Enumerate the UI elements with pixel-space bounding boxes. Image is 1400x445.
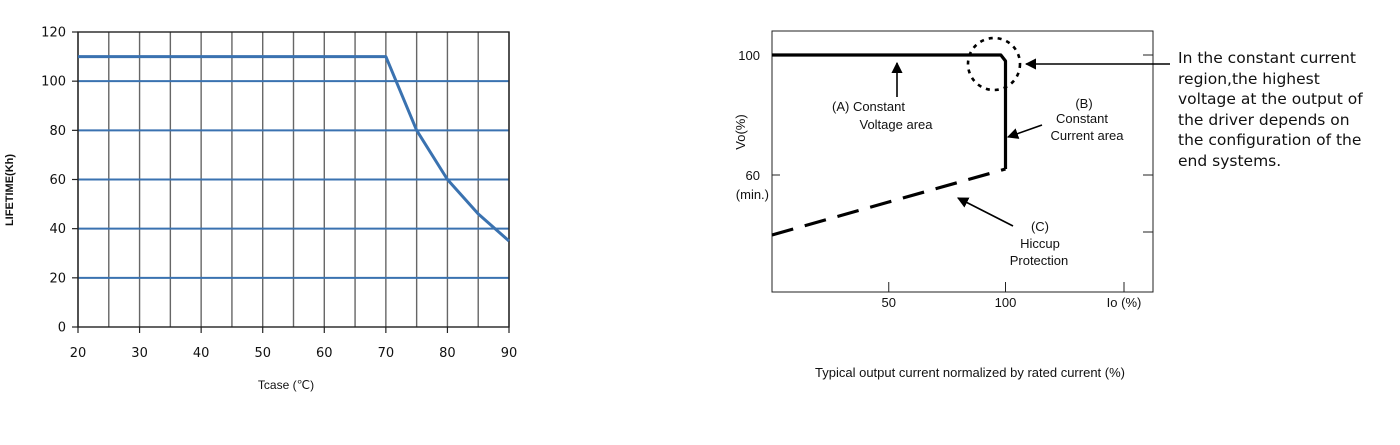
y-tick-label: 100 <box>738 48 760 63</box>
y-axis-label: LIFETIME(Kh) <box>4 154 16 226</box>
y-tick-label: 40 <box>49 222 66 237</box>
x-tick-label: 30 <box>131 346 148 361</box>
note-line: the driver depends on <box>1178 110 1350 129</box>
x-tick-label: 70 <box>378 346 395 361</box>
annotation-b-line3: Current area <box>1051 128 1125 143</box>
x-axis-label: Tcase (℃) <box>258 378 314 392</box>
x-tick-label: 40 <box>193 346 210 361</box>
x-axis-label: Typical output current normalized by rat… <box>815 365 1125 380</box>
annotation-b-line2: Constant <box>1056 111 1108 126</box>
hiccup-series-line <box>771 167 1006 237</box>
y-tick-label: 60 <box>746 168 760 183</box>
y-tick-label: 120 <box>41 26 66 41</box>
arrow-c <box>957 197 1014 227</box>
y-tick-label: 80 <box>49 124 66 139</box>
vi-characteristic-chart: 60 100 (min.) Vo(%) 50 100 Io (%) (A) Constant V… <box>733 30 1170 380</box>
y-tick-label: 20 <box>49 271 66 286</box>
x-tick-label: 100 <box>995 295 1017 310</box>
annotation-a-line2: Voltage area <box>859 117 933 132</box>
y-tick-label: 0 <box>58 321 66 336</box>
x-tick-label: 60 <box>316 346 333 361</box>
plot-frame <box>771 30 1154 293</box>
arrow-b <box>1006 124 1043 139</box>
x-tick-label: 50 <box>882 295 896 310</box>
annotation-b-line1: (B) <box>1075 96 1092 111</box>
x-tick-label: 20 <box>70 346 87 361</box>
annotation-c-line3: Protection <box>1010 253 1069 268</box>
annotation-c-line1: (C) <box>1031 219 1049 234</box>
annotation-c-line2: Hiccup <box>1020 236 1060 251</box>
y-tick-sublabel: (min.) <box>736 187 769 202</box>
lifetime-chart: 0 20 40 60 80 100 120 20 30 40 50 60 70 80 90 Tcase (℃)… <box>4 26 518 393</box>
y-axis-label: Vo(%) <box>733 114 748 149</box>
knee-highlight-circle <box>966 36 1022 92</box>
x-tick-label: 90 <box>501 346 518 361</box>
x-tick-label: 50 <box>254 346 271 361</box>
x-tick-label: 80 <box>439 346 456 361</box>
y-tick-label: 60 <box>49 173 66 188</box>
note-line: end systems. <box>1178 151 1282 170</box>
x-axis-end-label: Io (%) <box>1107 295 1142 310</box>
annotation-a-line1: (A) Constant <box>832 99 905 114</box>
y-tick-label: 100 <box>41 75 66 90</box>
lifetime-series-line <box>78 55 510 243</box>
note-line: the configuration of the <box>1178 131 1362 149</box>
cv-cc-series-line <box>772 53 1008 169</box>
note-line: region,the highest <box>1178 69 1320 88</box>
note-line: voltage at the output of <box>1178 90 1363 108</box>
constant-current-note: In the constant current region,the highe… <box>1178 48 1398 171</box>
note-line: In the constant current <box>1178 49 1356 67</box>
